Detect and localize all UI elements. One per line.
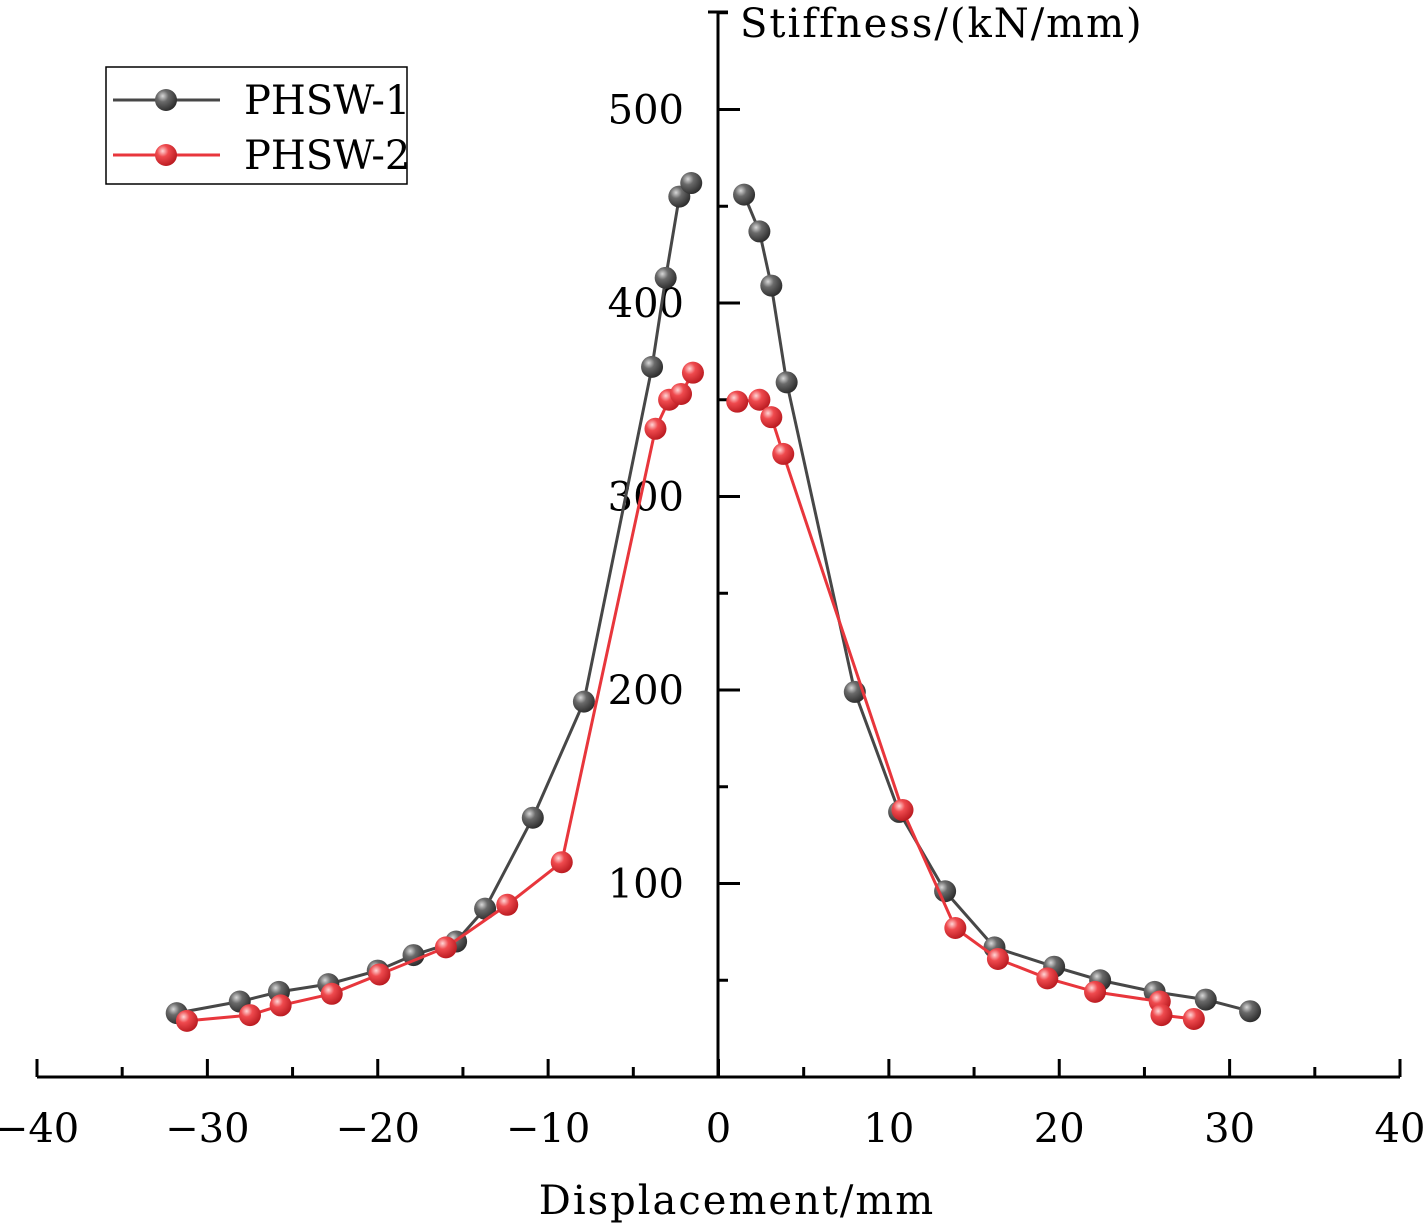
y-tick-label: 500	[608, 88, 684, 134]
data-point-phsw-2	[681, 361, 704, 384]
x-tick-label: −20	[336, 1106, 420, 1152]
data-point-phsw-1	[654, 266, 677, 289]
data-point-phsw-1	[680, 172, 703, 195]
x-tick-label: 0	[706, 1106, 731, 1152]
data-point-phsw-1	[521, 806, 544, 829]
data-point-phsw-2	[1084, 980, 1107, 1003]
data-point-phsw-2	[748, 388, 771, 411]
x-tick-label: 30	[1204, 1106, 1255, 1152]
x-tick-label: 20	[1034, 1106, 1085, 1152]
data-point-phsw-2	[644, 417, 667, 440]
data-point-phsw-2	[944, 917, 967, 940]
y-tick-label: 100	[608, 862, 684, 908]
data-point-phsw-2	[368, 963, 391, 986]
legend-marker-phsw-1	[155, 89, 177, 111]
data-point-phsw-2	[1036, 967, 1059, 990]
legend-box	[105, 66, 408, 185]
x-tick-label: −10	[506, 1106, 590, 1152]
x-tick-label: −40	[0, 1106, 79, 1152]
data-point-phsw-2	[550, 851, 573, 874]
y-axis-title: Stiffness/(kN/mm)	[740, 1, 1144, 47]
data-point-phsw-2	[760, 406, 783, 429]
data-point-phsw-2	[772, 442, 795, 465]
data-point-phsw-2	[986, 947, 1009, 970]
legend-marker-phsw-2	[155, 144, 177, 166]
x-tick-label: −30	[165, 1106, 249, 1152]
data-point-phsw-2	[496, 893, 519, 916]
data-point-phsw-1	[748, 220, 771, 243]
data-point-phsw-2	[1182, 1007, 1205, 1030]
series-line-phsw-1-positive	[742, 194, 1251, 1013]
x-tick-label: 10	[863, 1106, 914, 1152]
y-tick-label: 200	[608, 668, 684, 714]
data-point-phsw-1	[474, 897, 497, 920]
data-point-phsw-2	[175, 1009, 198, 1032]
y-tick-label: 300	[608, 475, 684, 521]
data-point-phsw-2	[1150, 1004, 1173, 1027]
x-tick-label: 40	[1375, 1106, 1426, 1152]
data-point-phsw-1	[760, 274, 783, 297]
x-axis-title: Displacement/mm	[539, 1178, 935, 1224]
legend-label-phsw-1: PHSW-1	[244, 78, 410, 124]
data-point-phsw-1	[934, 880, 957, 903]
data-point-phsw-1	[1239, 1000, 1262, 1023]
data-point-phsw-2	[670, 382, 693, 405]
data-point-phsw-2	[238, 1004, 261, 1027]
data-point-phsw-1	[1194, 988, 1217, 1011]
data-point-phsw-1	[775, 371, 798, 394]
legend-label-phsw-2: PHSW-2	[244, 133, 410, 179]
y-tick-label: 400	[608, 281, 684, 327]
data-point-phsw-2	[726, 390, 749, 413]
series-layer	[165, 172, 1262, 1032]
data-point-phsw-1	[733, 183, 756, 206]
data-point-phsw-1	[641, 355, 664, 378]
data-point-phsw-2	[891, 798, 914, 821]
data-point-phsw-2	[320, 982, 343, 1005]
axes: −40 −30 −20 −10 0 10 20 30 40 100 200 300 400 500	[0, 10, 1426, 1152]
legend: PHSW-1 PHSW-2	[105, 66, 410, 185]
data-point-phsw-1	[402, 944, 425, 967]
data-point-phsw-2	[269, 994, 292, 1017]
data-point-phsw-1	[572, 690, 595, 713]
data-point-phsw-2	[434, 936, 457, 959]
